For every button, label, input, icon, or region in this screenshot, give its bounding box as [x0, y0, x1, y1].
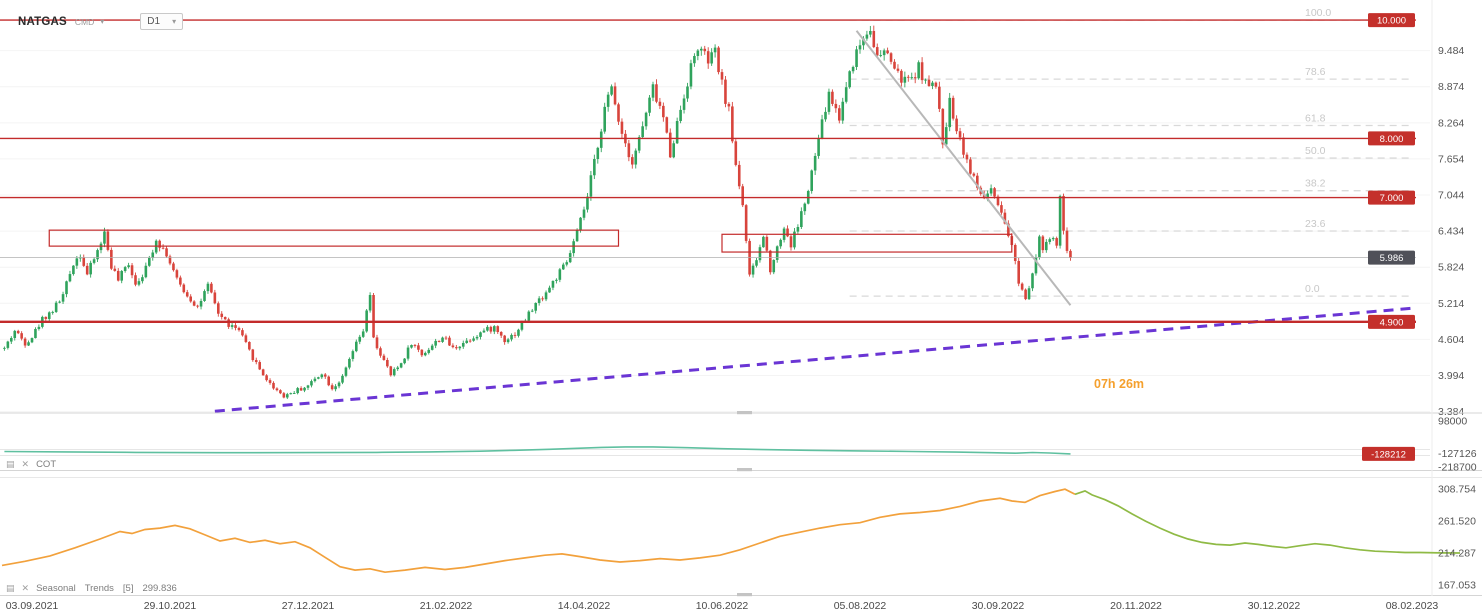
- y-axis-tick: 8.874: [1438, 81, 1464, 93]
- fib-level-label: 38.2: [1305, 178, 1326, 190]
- price-badge-label: 5.986: [1380, 253, 1404, 264]
- price-badge-label: 7.000: [1380, 193, 1404, 204]
- indicator-close-icon[interactable]: ✕: [21, 583, 30, 593]
- indicator-close-icon[interactable]: ✕: [21, 459, 30, 469]
- downtrend-line[interactable]: [855, 30, 1072, 306]
- y-axis-tick: 9.484: [1438, 45, 1464, 57]
- candlestick-series: [3, 25, 1072, 400]
- symbol-name[interactable]: NATGAS: [18, 15, 67, 28]
- candle-countdown-timer: 07h 26m: [1094, 377, 1145, 391]
- x-axis-date-label: 08.02.2023: [1386, 600, 1439, 612]
- y-axis-tick: 3.994: [1438, 370, 1464, 382]
- x-axis-date-label: 21.02.2022: [420, 600, 473, 612]
- price-badge-label: 10.000: [1377, 16, 1406, 27]
- price-zone[interactable]: [48, 229, 620, 247]
- main-grid: [0, 50, 1430, 413]
- fib-level-label: 50.0: [1305, 145, 1326, 157]
- seasonal-indicator-label: Seasonal Trends [5] 299.836: [36, 583, 177, 594]
- chevron-down-icon[interactable]: ▾: [100, 16, 105, 26]
- chevron-down-icon: ▾: [172, 16, 177, 26]
- cot-indicator-label: COT: [36, 459, 57, 470]
- seasonal-axis-tick: 308.754: [1438, 484, 1476, 496]
- panel-resize-handle[interactable]: [737, 468, 752, 472]
- seasonal-historical-line: [1, 488, 1076, 574]
- fib-level-label: 0.0: [1305, 283, 1320, 295]
- y-axis-tick: 5.824: [1438, 262, 1464, 274]
- seasonal-panel-header: ▤ ✕ Seasonal Trends [5] 299.836: [6, 583, 186, 594]
- x-axis-date-label: 10.06.2022: [696, 600, 749, 612]
- cot-panel-header: ▤ ✕ COT: [6, 459, 65, 470]
- price-badge-label: 8.000: [1380, 134, 1404, 145]
- x-axis-date-label: 30.12.2022: [1248, 600, 1301, 612]
- y-axis-tick: 8.264: [1438, 117, 1464, 129]
- seasonal-axis-tick: 167.053: [1438, 580, 1476, 592]
- cot-axis-tick: -127126: [1438, 448, 1477, 460]
- fib-level-label: 61.8: [1305, 113, 1326, 125]
- price-badge: [1368, 131, 1415, 146]
- price-badge: [1368, 314, 1415, 329]
- timeframe-value: D1: [147, 16, 161, 27]
- indicator-chart-icon[interactable]: ▤: [6, 459, 15, 469]
- seasonal-projection-line: [1074, 489, 1461, 554]
- x-axis-date-label: 03.09.2021: [6, 600, 59, 612]
- cot-axis-tick: -218700: [1438, 461, 1477, 473]
- price-zone[interactable]: [721, 233, 1013, 253]
- cot-axis-tick: 98000: [1438, 416, 1467, 428]
- y-axis-tick: 7.044: [1438, 190, 1464, 202]
- market-type-label: CMD: [74, 16, 95, 27]
- price-badge-label: 4.900: [1380, 317, 1404, 328]
- timeframe-dropdown[interactable]: D1 ▾: [140, 13, 184, 30]
- y-axis-tick: 6.434: [1438, 226, 1464, 238]
- price-badge: [1368, 190, 1415, 205]
- x-axis-date-label: 20.11.2022: [1110, 600, 1162, 612]
- indicator-chart-icon[interactable]: ▤: [6, 583, 15, 593]
- y-axis-tick: 3.384: [1438, 406, 1464, 418]
- price-badge: [1368, 13, 1415, 28]
- x-axis-date-label: 29.10.2021: [144, 600, 197, 612]
- seasonal-axis-tick: 214.287: [1438, 548, 1476, 560]
- price-badge-label: -128212: [1371, 449, 1406, 460]
- x-axis-date-label: 05.08.2022: [834, 600, 887, 612]
- x-axis-date-label: 27.12.2021: [282, 600, 335, 612]
- price-badge: [1362, 446, 1415, 461]
- panel-resize-handle[interactable]: [737, 411, 752, 415]
- x-axis-date-label: 30.09.2022: [972, 600, 1025, 612]
- fib-level-label: 78.6: [1305, 66, 1326, 78]
- price-badge: [1368, 250, 1415, 265]
- fib-level-label: 100.0: [1305, 7, 1331, 19]
- y-axis-tick: 7.654: [1438, 153, 1464, 165]
- fib-level-label: 23.6: [1305, 218, 1326, 230]
- chart-header: NATGAS CMD ▾ D1 ▾: [18, 13, 184, 30]
- x-axis-date-label: 14.04.2022: [558, 600, 611, 612]
- seasonal-axis-tick: 261.520: [1438, 516, 1476, 528]
- y-axis-tick: 5.214: [1438, 298, 1464, 310]
- cot-line: [4, 446, 1071, 455]
- y-axis-tick: 4.604: [1438, 334, 1464, 346]
- support-trendline[interactable]: [214, 306, 1413, 413]
- panel-resize-handle[interactable]: [737, 593, 752, 597]
